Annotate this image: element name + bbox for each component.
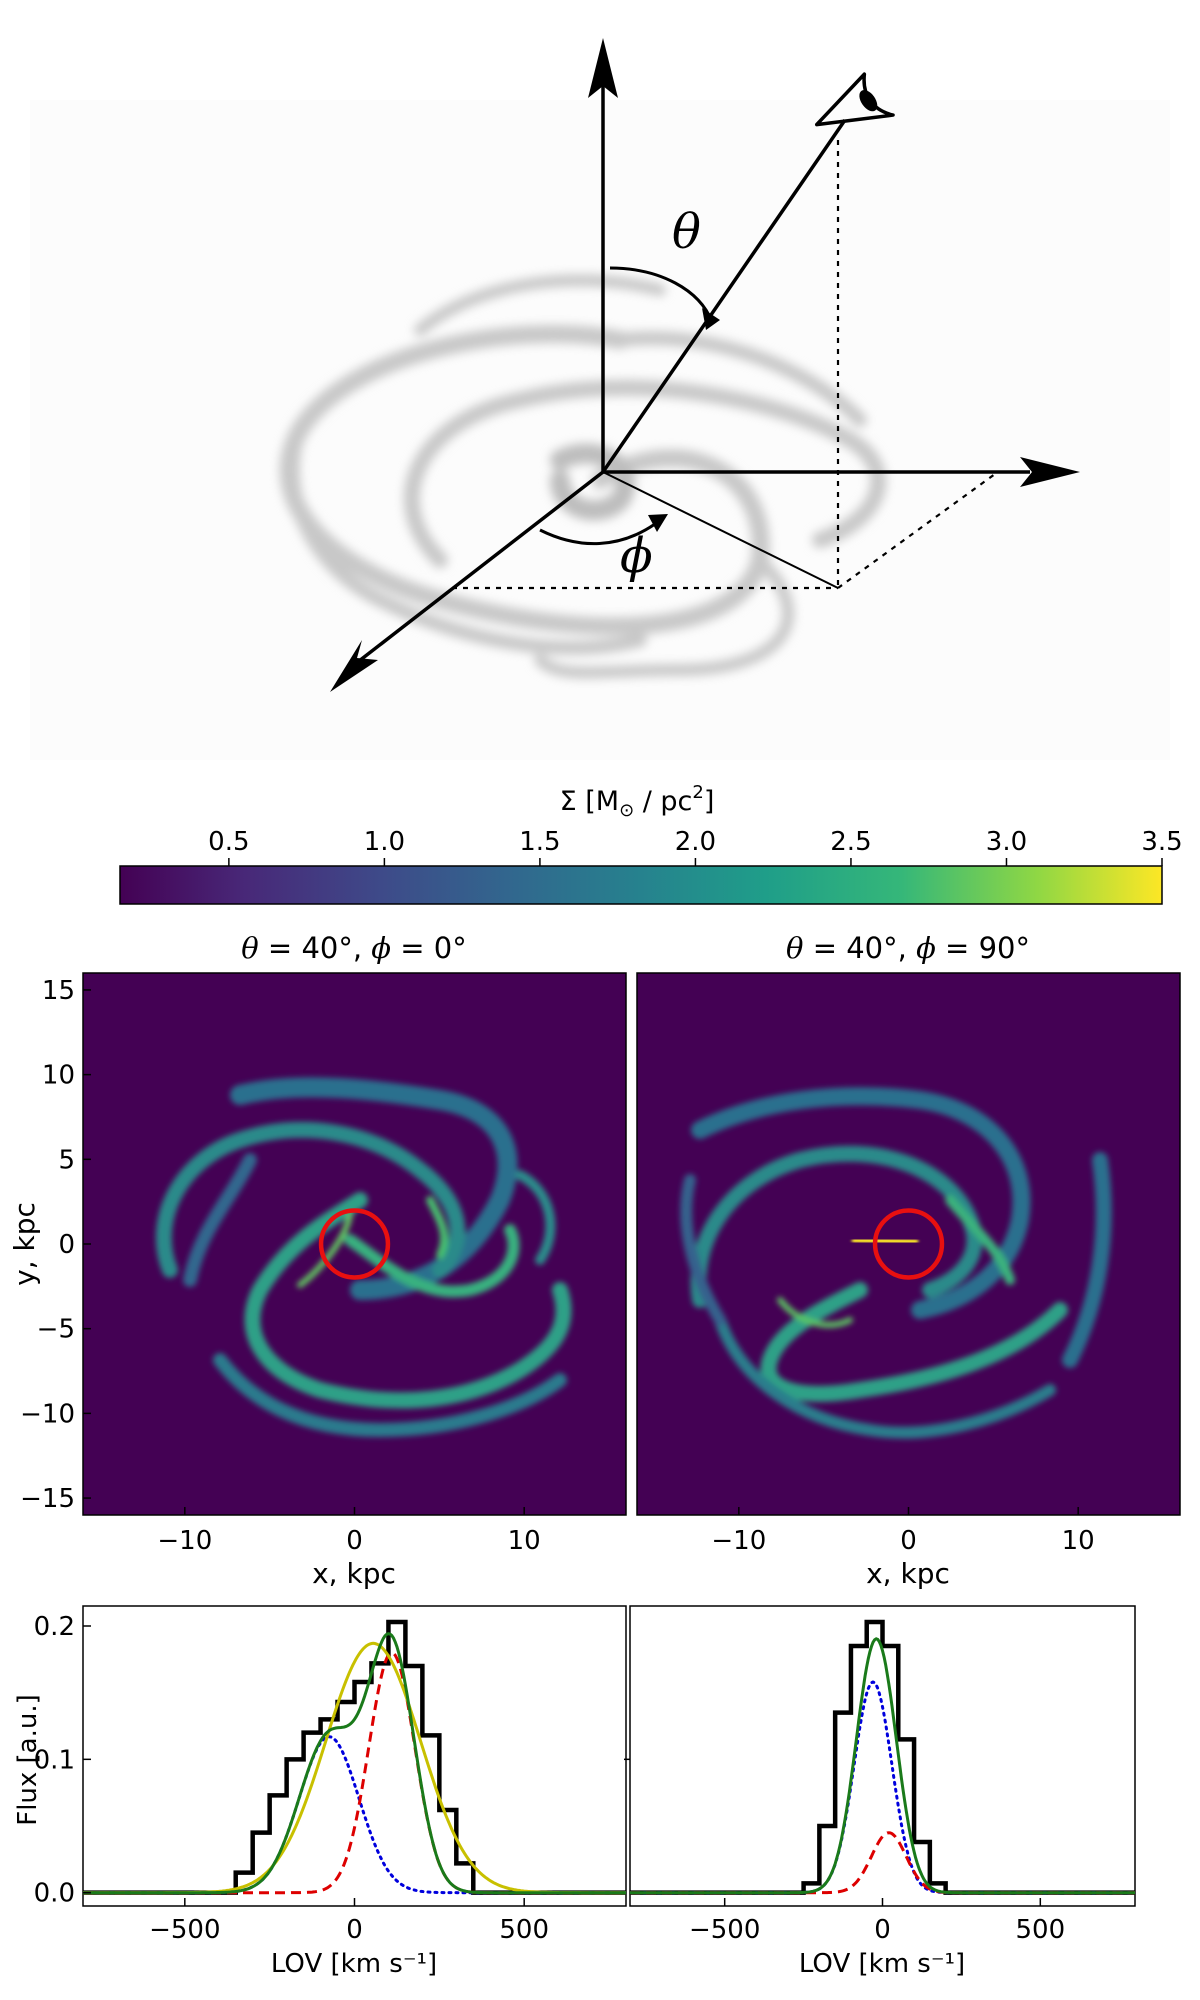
spectrum-ytick-label: 0.0 xyxy=(34,1879,75,1909)
map-ytick-label: 10 xyxy=(42,1061,75,1091)
map-xtick-label: −10 xyxy=(157,1526,212,1556)
y-axis xyxy=(348,470,605,670)
aperture-ring xyxy=(872,1208,945,1280)
spectrum-xtick-label: 0 xyxy=(874,1915,891,1945)
map-xtick-label: 0 xyxy=(346,1526,363,1556)
colorbar-tick-label: 1.5 xyxy=(519,827,560,857)
colorbar-tick-label: 3.5 xyxy=(1141,827,1182,857)
spectrum-ylabel: Flux [a.u.] xyxy=(13,1694,43,1826)
right-spectrum-plot: −500 0 500 xyxy=(624,1619,1135,1945)
right-map-xlabel: x, kpc xyxy=(866,1557,950,1590)
colorbar: Σ [M⊙ / pc2] 0.5 1.0 1.5 2.0 2.5 3.0 3.5 xyxy=(119,782,1183,905)
spectrum-lines xyxy=(630,1619,1135,1895)
colorbar-gradient xyxy=(119,865,1163,905)
phi-symbol: ϕ xyxy=(620,528,653,584)
map-xtick-label: 10 xyxy=(508,1526,541,1556)
z-arrowhead xyxy=(588,38,618,98)
colorbar-tick-label: 1.0 xyxy=(364,827,405,857)
spectrum-xtick-label: −500 xyxy=(149,1915,220,1945)
spectrum-xtick-label: 500 xyxy=(499,1915,549,1945)
projection-line xyxy=(602,471,839,589)
spectrum-xtick-label: −500 xyxy=(689,1915,760,1945)
left-panel-title: θ = 40°, ϕ = 0° xyxy=(241,931,467,965)
theta-arc-arrowhead xyxy=(702,308,720,330)
fit-curve-solid xyxy=(630,1637,1135,1895)
colorbar-tick-label: 0.5 xyxy=(208,827,249,857)
spectrum-ytick-label: 0.2 xyxy=(34,1612,75,1642)
left-map-ticks: −10 0 10 15 10 5 0 −5 −10 −15 xyxy=(20,976,541,1556)
colorbar-tick-label: 3.0 xyxy=(986,827,1027,857)
map-ytick-label: −5 xyxy=(37,1315,75,1345)
map-ytick-label: 15 xyxy=(42,976,75,1006)
right-spectrum-xlabel: LOV [km s⁻¹] xyxy=(799,1949,965,1979)
map-ytick-label: −15 xyxy=(20,1484,75,1514)
left-spiral-arms xyxy=(155,1077,572,1438)
right-spiral-arms xyxy=(680,1087,1112,1439)
right-map-ticks: −10 0 10 xyxy=(711,1507,1095,1556)
left-map-xlabel: x, kpc xyxy=(312,1557,396,1590)
diagram-background xyxy=(30,100,1170,760)
x-arrowhead xyxy=(1020,457,1080,487)
colorbar-label: Σ [M⊙ / pc2] xyxy=(560,782,715,821)
left-spectrum-frame xyxy=(82,1605,627,1907)
phi-arc-arrowhead xyxy=(648,514,668,532)
right-aperture-circle xyxy=(872,1208,945,1280)
left-spectrum-xlabel: LOV [km s⁻¹] xyxy=(271,1949,437,1979)
map-ylabel: y, kpc xyxy=(8,1202,41,1286)
theta-symbol: θ xyxy=(672,204,701,260)
orientation-diagram: θ ϕ xyxy=(30,38,1170,760)
right-spectrum-panel: −500 0 500 xyxy=(624,1605,1136,1945)
spectrum-xtick-label: 500 xyxy=(1015,1915,1065,1945)
map-ytick-label: −10 xyxy=(20,1399,75,1429)
left-density-map xyxy=(82,972,627,1516)
left-spectrum-plot: −500 0 500 0.0 0.1 0.2 xyxy=(34,1612,626,1945)
colorbar-tick-label: 2.0 xyxy=(675,827,716,857)
map-ytick-label: 5 xyxy=(58,1145,75,1175)
map-xtick-label: −10 xyxy=(711,1526,766,1556)
right-density-map xyxy=(636,972,1181,1516)
left-spectrum-panel: −500 0 500 0.0 0.1 0.2 xyxy=(34,1605,627,1945)
spectrum-xtick-label: 0 xyxy=(346,1915,363,1945)
spectrum-lines xyxy=(83,1619,626,1895)
map-xtick-label: 0 xyxy=(900,1526,917,1556)
right-panel-title: θ = 40°, ϕ = 90° xyxy=(786,931,1030,965)
flux-histogram xyxy=(83,1619,626,1895)
colorbar-ticks: 0.5 1.0 1.5 2.0 2.5 3.0 3.5 xyxy=(208,827,1183,866)
line-of-sight xyxy=(601,119,847,473)
right-central-bar xyxy=(851,1237,919,1245)
colorbar-tick-label: 2.5 xyxy=(830,827,871,857)
observer-eye-icon xyxy=(814,72,895,127)
aperture-ring xyxy=(318,1208,391,1280)
spectrum-ytick-label: 0.1 xyxy=(34,1745,75,1775)
map-xtick-label: 10 xyxy=(1062,1526,1095,1556)
left-aperture-circle xyxy=(318,1208,391,1280)
map-ytick-label: 0 xyxy=(58,1230,75,1260)
phi-arc xyxy=(539,522,656,546)
flux-histogram xyxy=(630,1619,1135,1895)
y-arrowhead xyxy=(330,640,378,692)
fit-curve-solid xyxy=(83,1632,626,1895)
